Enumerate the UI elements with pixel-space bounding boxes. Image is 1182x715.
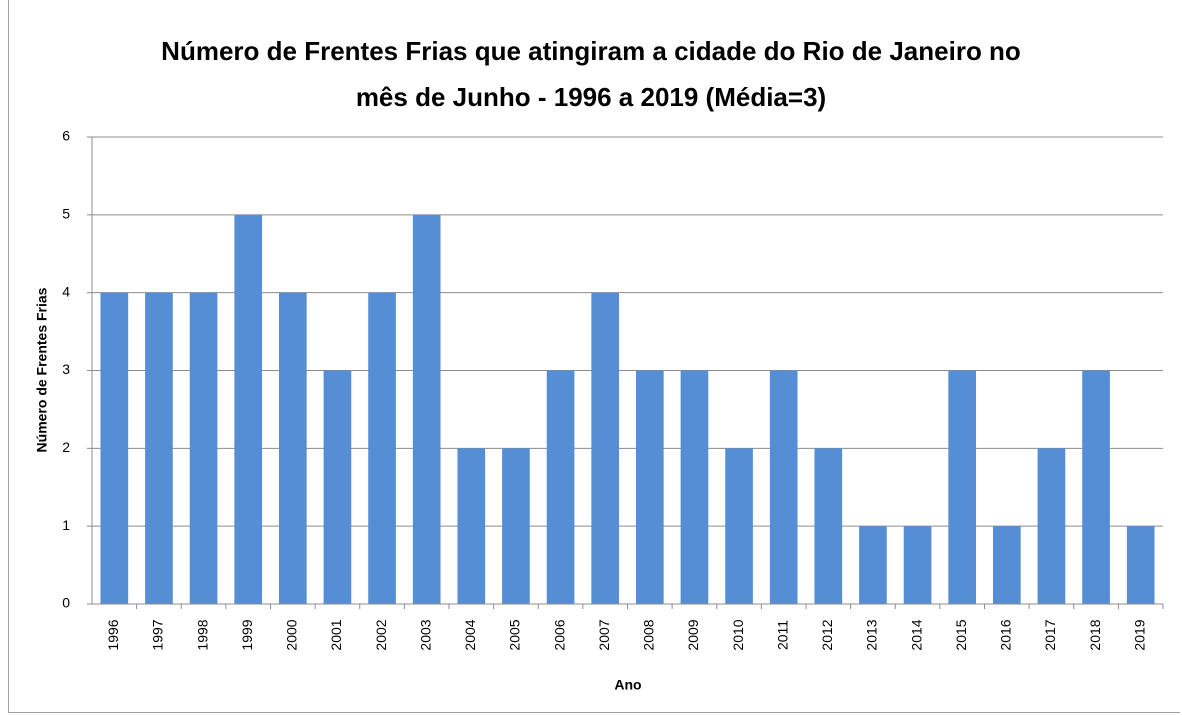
x-tick-label: 2019 bbox=[1131, 619, 1147, 650]
x-tick-label: 2011 bbox=[774, 620, 790, 650]
x-tick-label: 1998 bbox=[194, 619, 210, 650]
x-tick-label: 1997 bbox=[150, 619, 166, 650]
x-tick-label: 2016 bbox=[998, 619, 1014, 650]
bar bbox=[1082, 370, 1110, 604]
x-tick-label: 1996 bbox=[105, 619, 121, 650]
bar bbox=[1037, 448, 1066, 604]
bar bbox=[145, 292, 173, 604]
x-tick-label: 2006 bbox=[551, 619, 567, 650]
bar bbox=[412, 214, 441, 605]
bar bbox=[680, 370, 709, 604]
x-tick-label: 2017 bbox=[1042, 619, 1058, 650]
bar bbox=[234, 214, 263, 605]
bar bbox=[591, 292, 620, 604]
y-tick-label: 4 bbox=[62, 283, 70, 299]
chart-title: Número de Frentes Frias que atingiram a … bbox=[161, 36, 1021, 112]
y-tick-label: 2 bbox=[62, 439, 70, 455]
x-tick-label: 2014 bbox=[908, 619, 924, 650]
bar bbox=[859, 526, 887, 604]
bar bbox=[189, 292, 218, 604]
bar bbox=[769, 370, 798, 604]
x-tick-label: 1999 bbox=[239, 619, 255, 650]
x-tick-label: 2003 bbox=[417, 619, 433, 650]
y-axis-label: Número de Frentes Frias bbox=[34, 287, 50, 452]
x-tick-label: 2018 bbox=[1087, 619, 1103, 650]
bar bbox=[635, 370, 664, 604]
y-tick-label: 5 bbox=[62, 206, 70, 222]
x-tick-label: 2010 bbox=[730, 619, 746, 650]
bar bbox=[725, 448, 753, 604]
y-tick-label: 0 bbox=[62, 595, 70, 611]
bar bbox=[323, 370, 352, 604]
x-tick-label: 2005 bbox=[507, 619, 523, 650]
x-tick-label: 2002 bbox=[373, 619, 389, 650]
x-tick-label: 2009 bbox=[685, 619, 701, 650]
x-tick-label: 2000 bbox=[284, 619, 300, 650]
bar bbox=[457, 448, 486, 604]
bar bbox=[502, 448, 530, 604]
x-tick-label: 2012 bbox=[819, 619, 835, 650]
x-tick-label: 2015 bbox=[953, 619, 969, 650]
bar bbox=[992, 526, 1021, 604]
bar bbox=[948, 370, 977, 604]
x-tick-label: 2007 bbox=[596, 619, 612, 650]
bar bbox=[903, 526, 932, 604]
x-tick-label: 2001 bbox=[328, 619, 344, 650]
y-tick-label: 1 bbox=[62, 517, 70, 533]
bar bbox=[278, 292, 307, 604]
bar bbox=[100, 292, 129, 604]
bar bbox=[1126, 526, 1155, 604]
bar bbox=[546, 370, 575, 604]
bar bbox=[368, 292, 396, 604]
x-tick-label: 2013 bbox=[864, 619, 880, 650]
x-axis-label: Ano bbox=[614, 677, 641, 693]
chart-frame bbox=[8, 0, 1180, 713]
y-tick-label: 3 bbox=[62, 361, 70, 377]
y-tick-label: 6 bbox=[62, 128, 70, 144]
bar bbox=[814, 448, 843, 604]
x-tick-label: 2008 bbox=[641, 619, 657, 650]
x-tick-label: 2004 bbox=[462, 619, 478, 650]
